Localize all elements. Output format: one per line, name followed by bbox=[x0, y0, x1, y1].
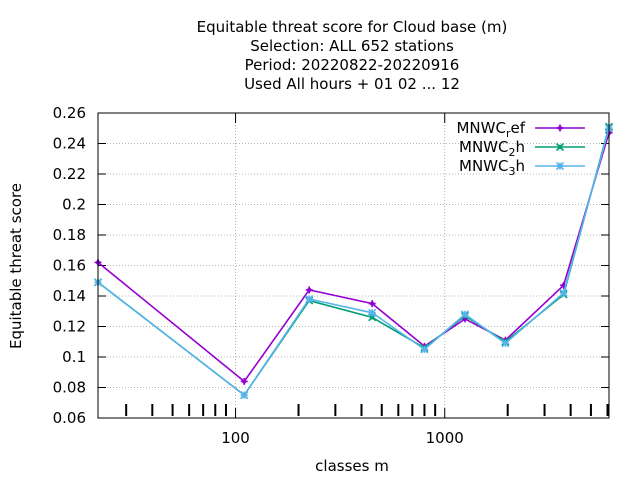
series-1 bbox=[94, 129, 613, 385]
point-dot bbox=[369, 301, 375, 306]
point-dot bbox=[503, 341, 508, 346]
legend-item-1: MNWCref bbox=[456, 119, 585, 140]
legend-item-3: MNWC3h bbox=[459, 157, 585, 178]
x-axis-label: classes m bbox=[315, 457, 389, 475]
y-axis-label: Equitable threat score bbox=[7, 183, 25, 349]
plot-frame bbox=[97, 112, 610, 419]
point-dot bbox=[369, 315, 375, 320]
point-dot bbox=[369, 310, 375, 315]
y-tick-label: 0.18 bbox=[53, 226, 86, 244]
point-dot bbox=[557, 144, 563, 150]
y-tick-label: 0.16 bbox=[53, 257, 86, 275]
point-dot bbox=[561, 290, 566, 296]
legend-label: MNWCref bbox=[456, 119, 525, 140]
point-dot bbox=[307, 287, 312, 293]
y-tick-label: 0.14 bbox=[53, 287, 86, 305]
y-tick-label: 0.26 bbox=[53, 104, 86, 122]
title-line-2: Selection: ALL 652 stations bbox=[250, 37, 454, 55]
point-dot bbox=[422, 347, 427, 352]
series-line bbox=[97, 126, 610, 397]
title-line-1: Equitable threat score for Cloud base (m… bbox=[197, 18, 508, 36]
legend-item-2: MNWC2h bbox=[459, 138, 585, 159]
point-dot bbox=[557, 163, 563, 169]
series-3 bbox=[93, 124, 614, 400]
chart-title: Equitable threat score for Cloud base (m… bbox=[197, 18, 508, 93]
series-line bbox=[97, 132, 610, 383]
point-dot bbox=[307, 296, 312, 302]
point-dot bbox=[242, 379, 247, 384]
series-line bbox=[97, 128, 610, 397]
y-tick-label: 0.22 bbox=[53, 165, 86, 183]
y-tick-label: 0.2 bbox=[62, 196, 86, 214]
gridlines bbox=[98, 113, 609, 418]
x-tick-label: 100 bbox=[221, 429, 250, 447]
y-tick-label: 0.1 bbox=[62, 348, 86, 366]
point-dot bbox=[242, 392, 247, 398]
y-tick-label: 0.12 bbox=[53, 318, 86, 336]
title-line-4: Used All hours + 01 02 ... 12 bbox=[244, 75, 460, 93]
title-line-3: Period: 20220822-20220916 bbox=[245, 56, 460, 74]
axis-ticks: 0.06 0.08 0.1 0.12 0.14 0.16 0.18 0.2 0.22 0.24 0.… bbox=[53, 104, 609, 447]
y-tick-label: 0.06 bbox=[53, 409, 86, 427]
y-tick-label: 0.08 bbox=[53, 379, 86, 397]
y-tick-label: 0.24 bbox=[53, 135, 86, 153]
legend-label: MNWC3h bbox=[459, 157, 525, 178]
point-dot bbox=[462, 312, 468, 317]
legend-label: MNWC2h bbox=[459, 138, 525, 159]
point-dot bbox=[557, 125, 563, 131]
x-tick-label: 1000 bbox=[426, 429, 464, 447]
